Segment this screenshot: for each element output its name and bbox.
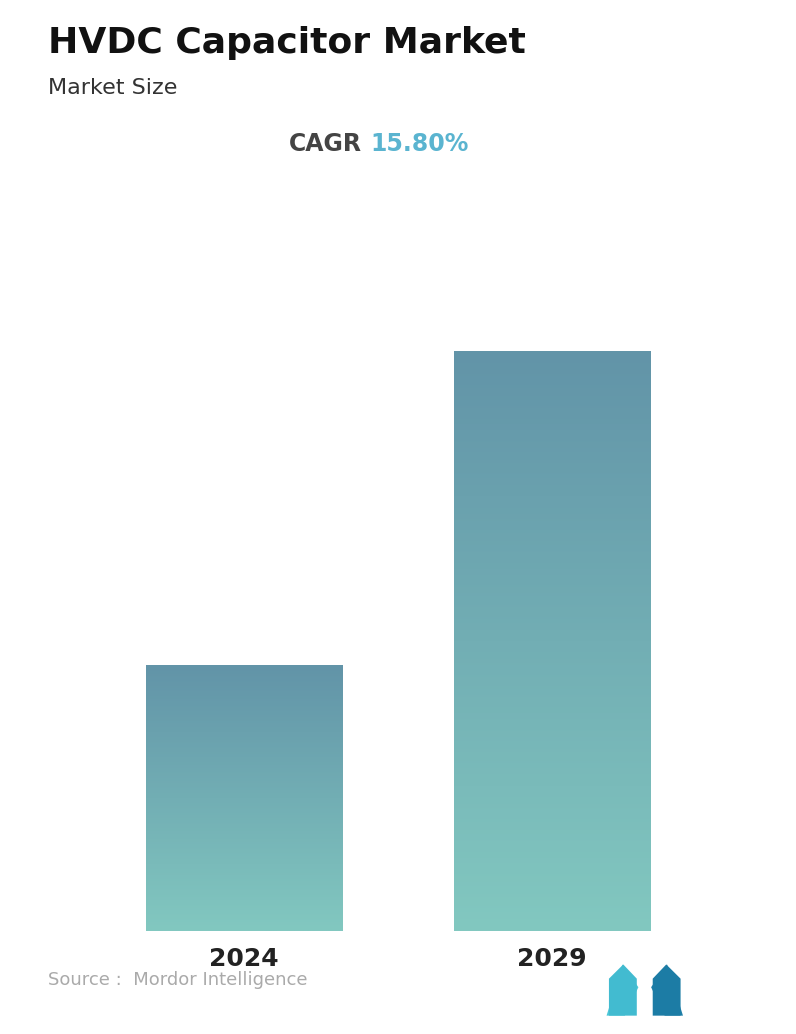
Polygon shape: [651, 965, 683, 1015]
Polygon shape: [607, 965, 638, 1015]
Text: 15.80%: 15.80%: [370, 132, 469, 156]
Text: CAGR: CAGR: [289, 132, 362, 156]
Polygon shape: [609, 965, 637, 1015]
Polygon shape: [653, 965, 681, 1015]
Text: Source :  Mordor Intelligence: Source : Mordor Intelligence: [48, 971, 307, 990]
Text: HVDC Capacitor Market: HVDC Capacitor Market: [48, 26, 525, 60]
Text: Market Size: Market Size: [48, 78, 178, 97]
